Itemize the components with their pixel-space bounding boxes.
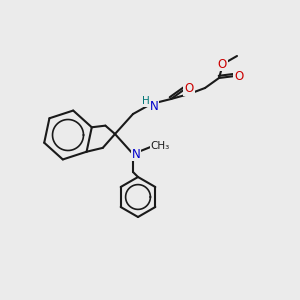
Text: O: O (234, 70, 244, 83)
Text: O: O (218, 58, 226, 70)
Text: N: N (132, 148, 140, 160)
Text: O: O (184, 82, 194, 95)
Text: N: N (150, 100, 158, 112)
Text: CH₃: CH₃ (150, 141, 170, 151)
Text: H: H (142, 96, 150, 106)
